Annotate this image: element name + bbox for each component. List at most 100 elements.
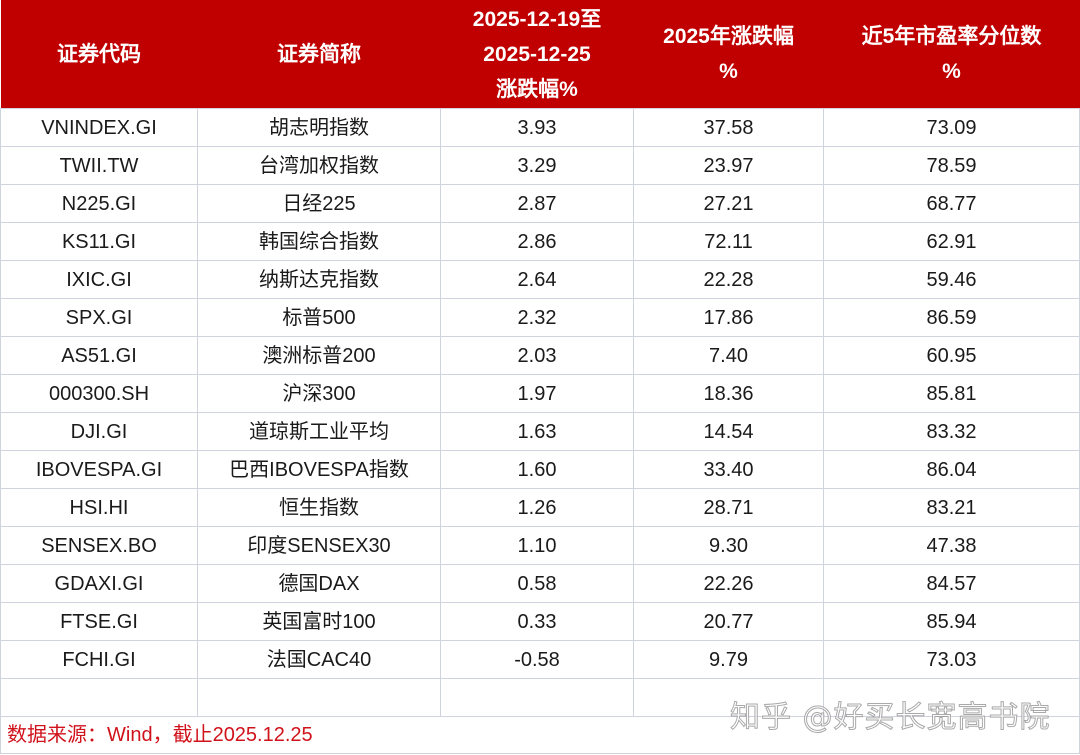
cell-pe-percentile: 59.46: [823, 260, 1080, 299]
cell-name: 英国富时100: [197, 602, 441, 641]
cell-code: GDAXI.GI: [0, 564, 198, 603]
cell-pe-percentile: 83.21: [823, 488, 1080, 527]
cell-ytd-change: 18.36: [633, 374, 824, 413]
cell-ytd-change: 23.97: [633, 146, 824, 185]
cell-pe-percentile: 60.95: [823, 336, 1080, 375]
cell-code: N225.GI: [0, 184, 198, 223]
cell-code: TWII.TW: [0, 146, 198, 185]
cell-ytd-change: 37.58: [633, 108, 824, 147]
table-row: KS11.GI 韩国综合指数 2.86 72.11 62.91: [0, 222, 1080, 261]
table-row: 000300.SH 沪深300 1.97 18.36 85.81: [0, 374, 1080, 413]
cell-code: FCHI.GI: [0, 640, 198, 679]
cell-ytd-change: 9.30: [633, 526, 824, 565]
table-row: HSI.HI 恒生指数 1.26 28.71 83.21: [0, 488, 1080, 527]
cell-name: 澳洲标普200: [197, 336, 441, 375]
cell-name: 台湾加权指数: [197, 146, 441, 185]
cell-ytd-change: 9.79: [633, 640, 824, 679]
cell-weekly-change: 1.26: [440, 488, 634, 527]
cell-pe-percentile: 73.09: [823, 108, 1080, 147]
cell-pe-percentile: 68.77: [823, 184, 1080, 223]
cell-pe-percentile: 83.32: [823, 412, 1080, 451]
cell-name: 法国CAC40: [197, 640, 441, 679]
cell-weekly-change: 1.63: [440, 412, 634, 451]
cell-name: 道琼斯工业平均: [197, 412, 441, 451]
table-row: FCHI.GI 法国CAC40 -0.58 9.79 73.03: [0, 640, 1080, 679]
cell-name: 德国DAX: [197, 564, 441, 603]
header-ytd-change: 2025年涨跌幅 %: [633, 0, 824, 109]
cell-weekly-change: 1.60: [440, 450, 634, 489]
table-row: AS51.GI 澳洲标普200 2.03 7.40 60.95: [0, 336, 1080, 375]
table-row: FTSE.GI 英国富时100 0.33 20.77 85.94: [0, 602, 1080, 641]
cell-weekly-change: 3.29: [440, 146, 634, 185]
cell-ytd-change: 33.40: [633, 450, 824, 489]
cell-ytd-change: 22.28: [633, 260, 824, 299]
empty-row: [0, 678, 1080, 717]
header-pe-percentile: 近5年市盈率分位数 %: [823, 0, 1080, 109]
cell-weekly-change: 2.64: [440, 260, 634, 299]
cell-code: AS51.GI: [0, 336, 198, 375]
cell-code: SPX.GI: [0, 298, 198, 337]
cell-pe-percentile: 86.04: [823, 450, 1080, 489]
cell-code: VNINDEX.GI: [0, 108, 198, 147]
cell-ytd-change: 7.40: [633, 336, 824, 375]
cell-ytd-change: 14.54: [633, 412, 824, 451]
cell-code: KS11.GI: [0, 222, 198, 261]
table-row: GDAXI.GI 德国DAX 0.58 22.26 84.57: [0, 564, 1080, 603]
cell-code: FTSE.GI: [0, 602, 198, 641]
table-row: N225.GI 日经225 2.87 27.21 68.77: [0, 184, 1080, 223]
header-security-code: 证券代码: [0, 0, 198, 109]
table-row: IBOVESPA.GI 巴西IBOVESPA指数 1.60 33.40 86.04: [0, 450, 1080, 489]
cell-code: 000300.SH: [0, 374, 198, 413]
cell-name: 沪深300: [197, 374, 441, 413]
table-row: TWII.TW 台湾加权指数 3.29 23.97 78.59: [0, 146, 1080, 185]
cell-weekly-change: 3.93: [440, 108, 634, 147]
table-row: IXIC.GI 纳斯达克指数 2.64 22.28 59.46: [0, 260, 1080, 299]
cell-ytd-change: 17.86: [633, 298, 824, 337]
cell-pe-percentile: 78.59: [823, 146, 1080, 185]
cell-weekly-change: 0.33: [440, 602, 634, 641]
cell-code: IBOVESPA.GI: [0, 450, 198, 489]
cell-code: HSI.HI: [0, 488, 198, 527]
cell-ytd-change: 27.21: [633, 184, 824, 223]
source-note-row: 数据来源：Wind，截止2025.12.25: [0, 716, 1080, 754]
cell-pe-percentile: 62.91: [823, 222, 1080, 261]
cell-ytd-change: 28.71: [633, 488, 824, 527]
cell-name: 胡志明指数: [197, 108, 441, 147]
cell-pe-percentile: 85.94: [823, 602, 1080, 641]
cell-name: 恒生指数: [197, 488, 441, 527]
cell-name: 韩国综合指数: [197, 222, 441, 261]
header-row: 证券代码 证券简称 2025-12-19至 2025-12-25 涨跌幅% 20…: [0, 0, 1080, 109]
cell-ytd-change: 22.26: [633, 564, 824, 603]
cell-name: 标普500: [197, 298, 441, 337]
cell-name: 印度SENSEX30: [197, 526, 441, 565]
cell-name: 纳斯达克指数: [197, 260, 441, 299]
table-body: VNINDEX.GI 胡志明指数 3.93 37.58 73.09 TWII.TW 台湾加…: [0, 108, 1080, 754]
table-row: DJI.GI 道琼斯工业平均 1.63 14.54 83.32: [0, 412, 1080, 451]
cell-weekly-change: 2.87: [440, 184, 634, 223]
cell-code: DJI.GI: [0, 412, 198, 451]
cell-pe-percentile: 73.03: [823, 640, 1080, 679]
cell-weekly-change: 2.03: [440, 336, 634, 375]
header-weekly-change: 2025-12-19至 2025-12-25 涨跌幅%: [440, 0, 634, 109]
cell-ytd-change: 72.11: [633, 222, 824, 261]
cell-weekly-change: 1.97: [440, 374, 634, 413]
cell-name: 日经225: [197, 184, 441, 223]
cell-weekly-change: -0.58: [440, 640, 634, 679]
cell-pe-percentile: 84.57: [823, 564, 1080, 603]
table-row: SPX.GI 标普500 2.32 17.86 86.59: [0, 298, 1080, 337]
table-row: VNINDEX.GI 胡志明指数 3.93 37.58 73.09: [0, 108, 1080, 147]
cell-weekly-change: 2.32: [440, 298, 634, 337]
cell-code: SENSEX.BO: [0, 526, 198, 565]
cell-pe-percentile: 47.38: [823, 526, 1080, 565]
cell-ytd-change: 20.77: [633, 602, 824, 641]
cell-pe-percentile: 86.59: [823, 298, 1080, 337]
cell-weekly-change: 2.86: [440, 222, 634, 261]
cell-pe-percentile: 85.81: [823, 374, 1080, 413]
cell-name: 巴西IBOVESPA指数: [197, 450, 441, 489]
header-security-name: 证券简称: [197, 0, 441, 109]
cell-weekly-change: 0.58: [440, 564, 634, 603]
table-row: SENSEX.BO 印度SENSEX30 1.10 9.30 47.38: [0, 526, 1080, 565]
source-note: 数据来源：Wind，截止2025.12.25: [0, 716, 1080, 754]
cell-code: IXIC.GI: [0, 260, 198, 299]
